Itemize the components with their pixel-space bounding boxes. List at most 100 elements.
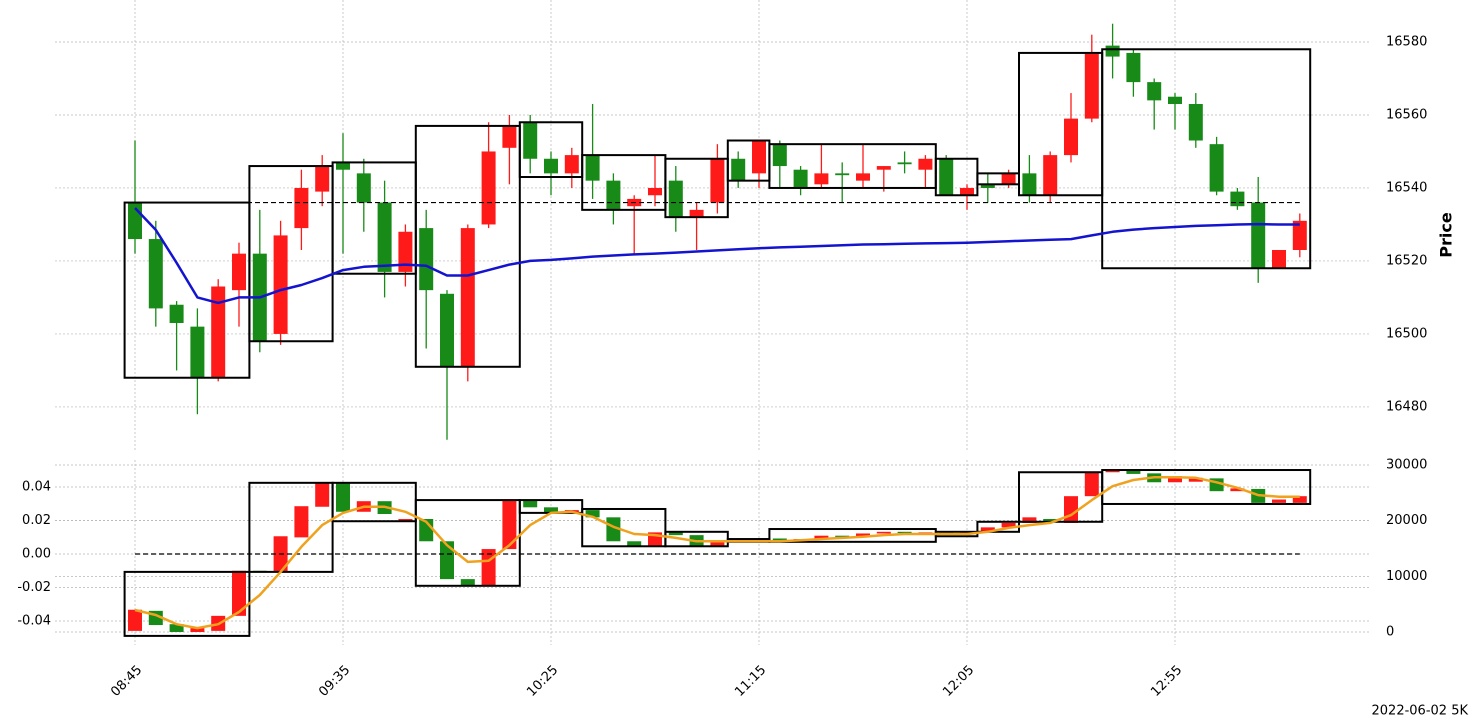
candle-body [793,169,808,188]
candle-body [814,535,829,540]
candle-body [856,173,870,181]
candle-body [897,162,912,165]
candle-body [606,180,621,210]
candle-body [148,239,163,309]
candle-body [398,231,413,272]
indicator-line [134,476,1300,630]
candle-body [1043,519,1058,522]
y-tick-label: 16500 [1386,326,1427,341]
candle-body [668,532,683,536]
candle-body [1084,472,1099,497]
candle-body [710,541,725,547]
x-tick-label: 12:05 [940,663,977,700]
candle-body [1292,220,1307,250]
candle-body [627,541,642,547]
candle-body [1188,104,1203,141]
y-tick-label: 16520 [1386,253,1427,268]
candle-body [1105,470,1120,473]
candle-body [190,326,205,378]
range-box [414,124,521,368]
candle-body [648,187,662,196]
candle-body [980,527,995,533]
candle-body [606,517,621,542]
y-tick-label: 0.00 [22,547,51,562]
candle-body [460,228,475,367]
candle-body [876,531,891,534]
y-tick-label: -0.02 [17,580,51,595]
y-tick-label: 16580 [1386,34,1427,49]
candle-body [315,166,330,192]
candle-body [668,180,683,218]
candle-body [502,125,517,148]
candle-body [876,166,891,170]
y-tick-label: 0.02 [22,513,51,528]
candle-body [169,624,184,633]
candle-body [377,202,392,272]
candle-body [128,609,142,631]
candle-body [772,538,787,541]
candle-body [1064,118,1078,156]
candle-body [1209,144,1224,192]
candle-body [1064,496,1078,523]
range-box [248,481,334,573]
candle-body [1147,82,1162,101]
range-box [664,157,729,219]
candle-body [1043,155,1058,196]
indicator-line [134,207,1300,305]
y2-tick-label: 20000 [1386,513,1427,528]
y-axis-label: Price [1437,212,1456,258]
x-tick-label: 11:15 [732,663,769,700]
candle-body [1188,477,1203,482]
candle-body [1022,173,1037,196]
candle-body [1126,470,1141,474]
candle-body [960,187,974,196]
candle-body [440,293,454,367]
candle-body [544,158,558,174]
candle-body [856,533,870,537]
candle-body [481,151,496,225]
y2-tick-label: 0 [1386,625,1394,640]
annotation: 2022-06-02 5K [1372,704,1469,719]
candle-body [689,209,704,218]
range-box [581,507,667,548]
candle-body [294,187,309,229]
x-tick-label: 12:55 [1148,663,1185,700]
candle-body [1168,476,1182,483]
candle-body [1230,191,1245,207]
candle-body [835,535,850,537]
range-box [518,121,584,179]
candle-body [419,228,434,291]
candle-body [585,155,600,181]
x-tick-label: 10:25 [524,663,561,700]
candle-body [752,140,766,174]
candle-body [814,173,829,185]
y2-tick-label: 30000 [1386,458,1427,473]
y2-tick-label: 10000 [1386,569,1427,584]
candle-body [1105,45,1120,57]
candle-body [1126,52,1141,83]
range-box [1101,48,1312,270]
candle-body [232,570,246,616]
candle-body [1001,173,1016,185]
range-box [414,499,521,587]
candle-body [1292,496,1307,503]
candle-body [502,500,517,550]
candle-body [1168,96,1182,105]
candle-body [710,158,725,203]
candle-body [1272,250,1286,269]
candle-body [398,519,413,522]
candle-body [1272,499,1286,503]
candle-body [585,510,600,518]
candle-body [294,506,309,538]
candle-body [980,184,995,188]
y-tick-label: -0.04 [17,614,51,629]
x-tick-label: 08:45 [108,663,145,700]
candle-body [1022,517,1037,523]
candle-body [835,173,850,176]
range-box [1101,469,1312,505]
candle-body [731,158,746,181]
candle-body [1251,202,1266,269]
candle-body [939,158,954,196]
candle-body [273,235,288,334]
candle-body [544,507,558,513]
